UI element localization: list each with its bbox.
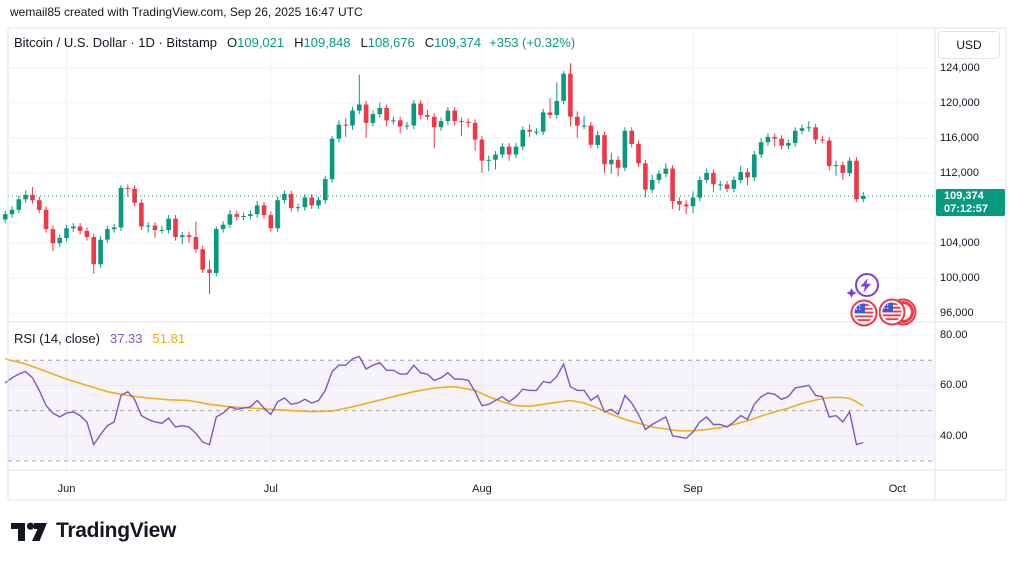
tradingview-logo-mark (11, 522, 47, 541)
currency-usd-button[interactable]: USD (938, 31, 1000, 59)
time-axis-label-sep: Sep (683, 483, 703, 495)
price-axis-label: 100,000 (940, 272, 980, 285)
rsi-title[interactable]: RSI (14, close) (14, 331, 100, 346)
price-axis-label: 112,000 (940, 166, 979, 179)
time-axis-label-oct: Oct (888, 483, 906, 495)
candlestick-series (2, 63, 866, 295)
price-axis-label: 124,000 (940, 61, 980, 74)
price-axis-label: 104,000 (940, 237, 980, 250)
time-axis-label-jun: Jun (57, 483, 76, 495)
us-flag-double-event-icon[interactable] (879, 298, 917, 326)
rsi-ma-current-value: 51.81 (152, 331, 186, 346)
current-price-badge: 109,374 07:12:57 (936, 189, 1005, 216)
rsi-current-value: 37.33 (109, 331, 143, 346)
rsi-axis-label: 40.00 (940, 429, 968, 442)
rsi-axis-label: 80.00 (940, 329, 968, 341)
attribution-text: wemail85 created with TradingView.com, S… (10, 5, 363, 19)
symbol-title[interactable]: Bitcoin / U.S. Dollar · 1D · Bitstamp (14, 35, 217, 50)
time-axis-label-aug: Aug (472, 483, 492, 495)
price-axis-label: 116,000 (940, 131, 979, 144)
rsi-line (4, 355, 864, 447)
rsi-legend: RSI (14, close) 37.33 51.81 (14, 331, 185, 346)
price-axis-label: 96,000 (940, 307, 974, 320)
symbol-legend: Bitcoin / U.S. Dollar · 1D · Bitstamp O1… (14, 35, 575, 50)
change-value: +353 (+0.32%) (489, 35, 576, 50)
ohlc-close: C109,374 (424, 35, 482, 50)
ohlc-high: H109,848 (294, 35, 351, 50)
us-flag-event-icon[interactable] (849, 299, 879, 327)
tradingview-logo[interactable]: TradingView (10, 516, 176, 546)
tradingview-logo-text: TradingView (56, 519, 177, 542)
time-axis-label-jul: Jul (263, 483, 278, 495)
bar-countdown: 07:12:57 (944, 203, 989, 215)
ohlc-open: O109,021 (227, 35, 285, 50)
rsi-axis-label: 60.00 (940, 379, 968, 392)
ohlc-low: L108,676 (360, 35, 415, 50)
price-axis-label: 120,000 (940, 96, 980, 109)
rsi-ma-line (5, 358, 864, 432)
lightning-event-icon[interactable] (845, 271, 881, 301)
current-price: 109,374 (944, 190, 984, 202)
